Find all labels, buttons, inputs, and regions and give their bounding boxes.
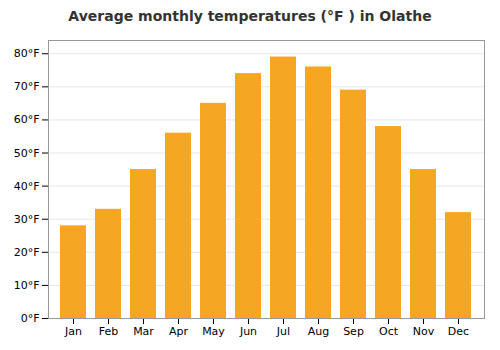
svg-text:Jan: Jan	[64, 325, 82, 338]
svg-text:80°F: 80°F	[14, 47, 40, 60]
svg-text:0°F: 0°F	[21, 312, 40, 325]
svg-text:Nov: Nov	[413, 325, 435, 338]
svg-text:Jul: Jul	[276, 325, 290, 338]
svg-text:10°F: 10°F	[14, 279, 40, 292]
svg-text:Sep: Sep	[343, 325, 364, 338]
svg-text:40°F: 40°F	[14, 180, 40, 193]
svg-text:30°F: 30°F	[14, 213, 40, 226]
html-text:Average monthly temperatures (: Average monthly temperatures (°F ) in Ol…	[68, 8, 432, 24]
svg-text:Dec: Dec	[448, 325, 469, 338]
svg-text:70°F: 70°F	[14, 80, 40, 93]
svg-text:May: May	[202, 325, 225, 338]
svg-text:Jun: Jun	[239, 325, 257, 338]
svg-text:20°F: 20°F	[14, 246, 40, 259]
svg-text:Apr: Apr	[169, 325, 189, 338]
svg-text:60°F: 60°F	[14, 113, 40, 126]
svg-text:Aug: Aug	[308, 325, 329, 338]
svg-text:50°F: 50°F	[14, 147, 40, 160]
svg-text:Mar: Mar	[133, 325, 154, 338]
svg-text:Feb: Feb	[99, 325, 118, 338]
svg-text:Oct: Oct	[379, 325, 399, 338]
